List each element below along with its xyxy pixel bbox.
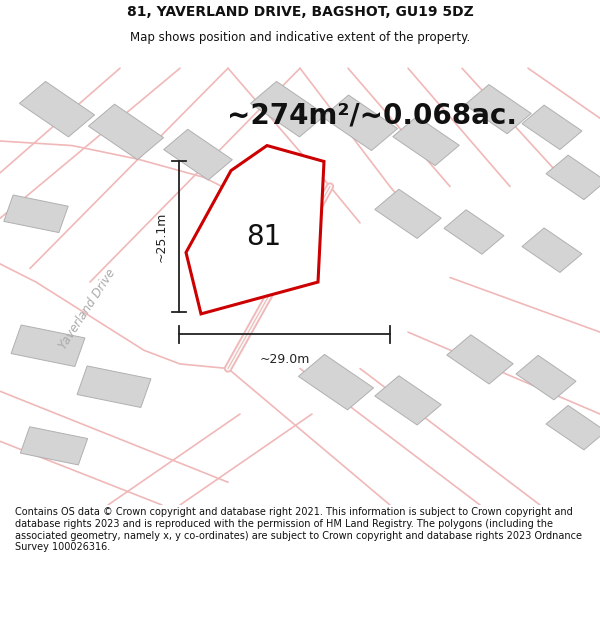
Polygon shape bbox=[77, 366, 151, 408]
Polygon shape bbox=[522, 228, 582, 272]
Polygon shape bbox=[522, 105, 582, 149]
Text: Yaverland Drive: Yaverland Drive bbox=[56, 267, 118, 352]
Polygon shape bbox=[164, 129, 232, 180]
Text: ~274m²/~0.068ac.: ~274m²/~0.068ac. bbox=[227, 102, 517, 130]
Polygon shape bbox=[465, 84, 531, 134]
Polygon shape bbox=[393, 116, 459, 166]
Text: ~25.1m: ~25.1m bbox=[155, 211, 168, 262]
Polygon shape bbox=[546, 406, 600, 450]
Text: ~29.0m: ~29.0m bbox=[259, 352, 310, 366]
Polygon shape bbox=[516, 356, 576, 400]
Polygon shape bbox=[444, 210, 504, 254]
Polygon shape bbox=[250, 81, 326, 137]
Text: 81: 81 bbox=[247, 222, 281, 251]
Text: Contains OS data © Crown copyright and database right 2021. This information is : Contains OS data © Crown copyright and d… bbox=[15, 508, 582, 552]
Polygon shape bbox=[19, 81, 95, 137]
Polygon shape bbox=[88, 104, 164, 159]
Polygon shape bbox=[298, 354, 374, 410]
Polygon shape bbox=[11, 325, 85, 366]
Polygon shape bbox=[546, 155, 600, 199]
Polygon shape bbox=[322, 95, 398, 151]
Text: Map shows position and indicative extent of the property.: Map shows position and indicative extent… bbox=[130, 31, 470, 44]
Polygon shape bbox=[375, 376, 441, 425]
Polygon shape bbox=[4, 195, 68, 232]
Polygon shape bbox=[447, 335, 513, 384]
Polygon shape bbox=[20, 427, 88, 465]
Polygon shape bbox=[375, 189, 441, 238]
Polygon shape bbox=[186, 146, 324, 314]
Text: 81, YAVERLAND DRIVE, BAGSHOT, GU19 5DZ: 81, YAVERLAND DRIVE, BAGSHOT, GU19 5DZ bbox=[127, 6, 473, 19]
